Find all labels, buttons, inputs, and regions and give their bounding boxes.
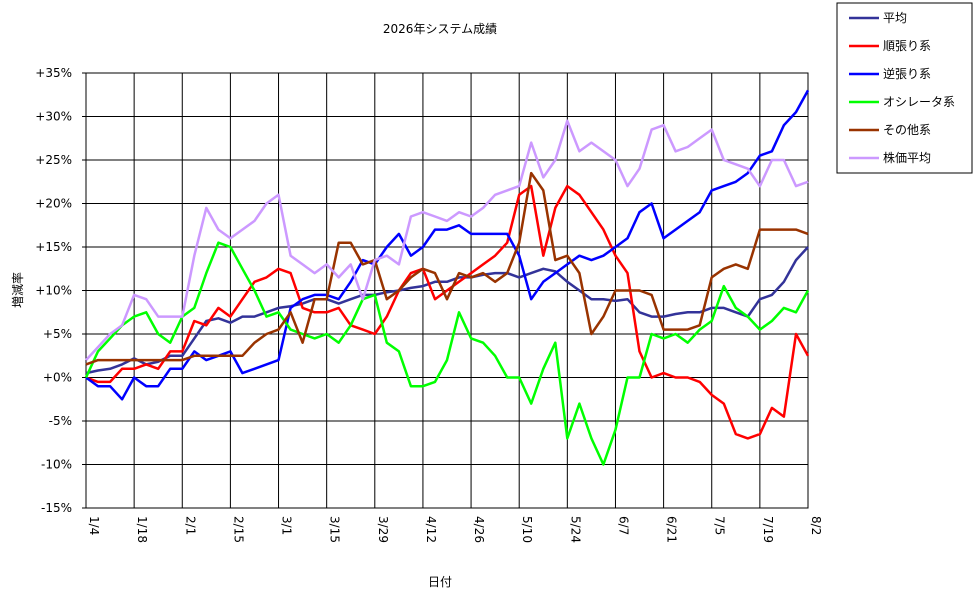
x-tick-label: 5/24: [568, 516, 582, 543]
x-tick-label: 2/1: [183, 516, 197, 535]
y-axis-label: 増減率: [10, 272, 25, 308]
x-tick-label: 7/19: [761, 516, 775, 543]
x-tick-label: 6/21: [665, 516, 679, 543]
y-tick-label: +25%: [35, 153, 72, 167]
legend-label: 逆張り系: [883, 66, 931, 81]
series-line: [85, 184, 810, 440]
x-tick-label: 7/5: [713, 516, 727, 535]
x-tick-label: 5/10: [520, 516, 534, 543]
y-tick-label: -15%: [41, 501, 72, 515]
x-tick-label: 3/15: [328, 516, 342, 543]
y-tick-label: +20%: [35, 197, 72, 211]
x-tick-label: 3/29: [376, 516, 390, 543]
series-line: [85, 119, 809, 361]
y-tick-label: -10%: [41, 458, 72, 472]
series-line: [85, 89, 810, 401]
legend-label: 順張り系: [883, 39, 931, 53]
y-tick-label: +30%: [35, 110, 72, 124]
y-tick-label: -5%: [49, 414, 72, 428]
legend-label: その他系: [883, 123, 931, 137]
x-tick-label: 1/4: [87, 516, 101, 535]
legend-box: [836, 2, 973, 174]
legend-label: 株価平均: [883, 150, 931, 165]
y-tick-label: +15%: [35, 240, 72, 254]
series-line: [85, 246, 809, 375]
y-tick-label: +10%: [35, 284, 72, 298]
x-tick-label: 4/12: [424, 516, 438, 543]
x-tick-label: 3/1: [280, 516, 294, 535]
y-tick-label: +0%: [43, 371, 72, 385]
x-tick-label: 1/18: [135, 516, 149, 543]
x-tick-label: 8/2: [809, 516, 823, 535]
legend-label: 平均: [883, 11, 907, 25]
series-line: [84, 241, 810, 466]
x-tick-label: 6/7: [616, 516, 630, 535]
x-tick-label: 4/26: [472, 516, 486, 543]
legend-label: オシレータ系: [883, 95, 955, 109]
x-tick-label: 2/15: [231, 516, 245, 543]
series-line: [85, 171, 809, 366]
y-tick-label: +5%: [43, 327, 72, 341]
x-axis-label: 日付: [428, 575, 452, 589]
y-tick-label: +35%: [35, 66, 72, 80]
chart-title: 2026年システム成績: [383, 22, 497, 36]
